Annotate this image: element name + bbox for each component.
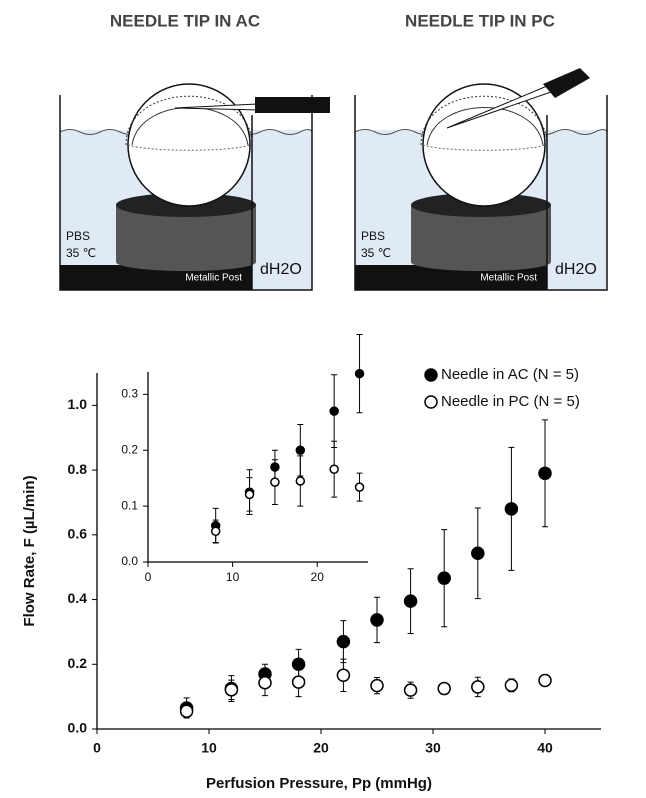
cornea-dotted	[420, 95, 548, 146]
data-point	[370, 613, 384, 627]
data-point	[403, 683, 418, 697]
data-point	[437, 681, 451, 696]
y-tick-label: 0.8	[68, 461, 88, 477]
y-tick-label: 0.1	[121, 498, 138, 512]
x-tick-label: 20	[313, 740, 329, 756]
label-water: dH2O	[555, 261, 597, 278]
data-point	[504, 678, 519, 693]
y-tick-label: 0.2	[68, 655, 88, 671]
data-point	[295, 445, 306, 455]
cornea-inner	[426, 107, 544, 146]
post-cylinder	[411, 205, 551, 271]
label-pbs: PBS	[66, 229, 90, 243]
y-tick-label: 1.0	[68, 396, 88, 412]
data-point	[538, 673, 552, 688]
x-tick-label: 10	[201, 740, 217, 756]
y-axis-label: Flow Rate, F (µL/min)	[21, 475, 38, 626]
y-tick-label: 0.4	[68, 590, 88, 606]
x-tick-label: 30	[425, 740, 441, 756]
label-pbs: PBS	[361, 229, 385, 243]
data-point	[471, 680, 485, 694]
needle-hub	[543, 68, 590, 98]
setup-illustration: PBS 35 ℃ Metallic Post dH2O	[354, 68, 608, 291]
y-tick-label: 0.0	[68, 720, 88, 736]
x-tick-label: 0	[93, 740, 101, 756]
data-point	[295, 476, 306, 486]
data-point	[179, 704, 194, 718]
data-point	[354, 368, 365, 379]
data-point	[370, 678, 384, 693]
x-tick-label: 40	[537, 740, 553, 756]
tank-walls	[59, 95, 313, 291]
data-point	[329, 406, 339, 416]
data-point	[471, 546, 485, 561]
data-point	[403, 594, 418, 608]
data-point	[354, 482, 365, 492]
x-axis-label: Perfusion Pressure, Pp (mmHg)	[206, 775, 432, 792]
panel-title: NEEDLE TIP IN PC	[405, 11, 555, 30]
tank-walls	[354, 95, 608, 291]
y-tick-label: 0.3	[121, 387, 138, 401]
x-tick-label: 0	[145, 570, 152, 584]
y-tick-label: 0.2	[121, 442, 138, 456]
label-water: dH2O	[260, 261, 302, 278]
cornea-dotted	[125, 95, 253, 146]
label-temperature: 35 ℃	[361, 246, 391, 260]
data-point	[336, 668, 351, 683]
data-point	[244, 489, 255, 500]
data-point	[329, 464, 339, 474]
legend-label: Needle in AC (N = 5)	[441, 366, 579, 383]
label-post: Metallic Post	[480, 273, 537, 284]
data-point	[504, 502, 519, 516]
data-point	[291, 675, 306, 689]
equator	[127, 144, 251, 151]
x-tick-label: 10	[226, 570, 240, 584]
needle-hub	[255, 97, 330, 113]
legend-marker	[424, 368, 438, 382]
legend-marker	[424, 395, 438, 409]
data-point	[538, 466, 552, 481]
legend-label: Needle in PC (N = 5)	[441, 393, 580, 410]
eye-globe	[422, 83, 546, 207]
label-post: Metallic Post	[185, 273, 242, 284]
panel-title: NEEDLE TIP IN AC	[110, 11, 260, 30]
post-cylinder	[116, 205, 256, 271]
setup-illustration: PBS 35 ℃ Metallic Post dH2O	[59, 83, 330, 291]
data-point	[258, 675, 272, 690]
y-tick-label: 0.6	[68, 526, 88, 542]
x-tick-label: 20	[311, 570, 325, 584]
eye-globe	[127, 83, 251, 207]
equator	[422, 144, 546, 151]
data-point	[437, 571, 451, 585]
data-point	[336, 634, 351, 649]
data-point	[210, 526, 221, 537]
data-point	[224, 683, 239, 697]
data-point	[270, 477, 280, 487]
y-tick-label: 0.0	[121, 554, 138, 568]
label-temperature: 35 ℃	[66, 246, 96, 260]
